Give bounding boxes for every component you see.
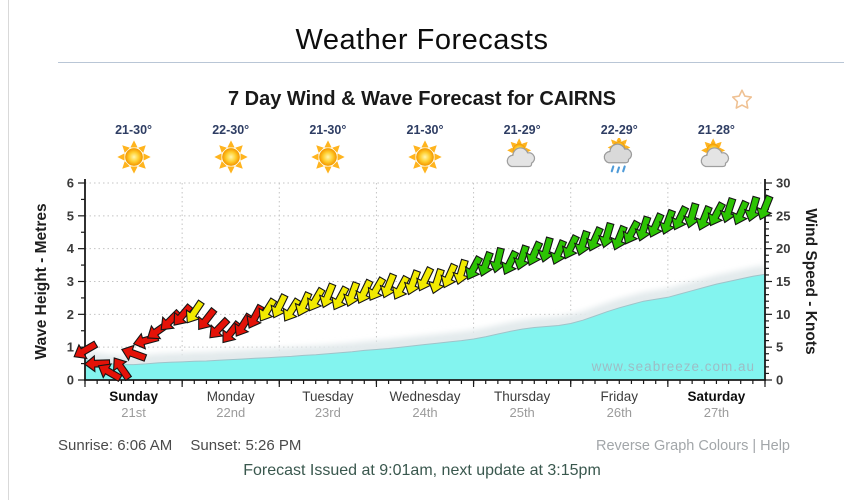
wind-axis-tick: 30	[776, 176, 790, 191]
temp-range: 21-30°	[280, 123, 376, 137]
forecast-chart: www.seabreeze.com.au 0 1 2 3 4 5 6 0 5 10 15 20 25 30 W…	[0, 175, 844, 425]
day-date: 24th	[412, 405, 437, 420]
forecast-issued-text: Forecast Issued at 9:01am, next update a…	[0, 462, 844, 480]
day-date: 21st	[121, 405, 146, 420]
temp-range: 21-29°	[474, 123, 570, 137]
sunset-value: 5:26 PM	[245, 437, 301, 454]
days-header: 21-30°22-30°21-30°21-30°21-29°22-29°21-2…	[0, 123, 844, 175]
wave-axis-tick: 6	[67, 176, 74, 191]
day-label: Thursday	[494, 389, 551, 404]
day-label: Friday	[601, 389, 639, 404]
day-date: 23rd	[315, 405, 341, 420]
wave-axis-tick: 0	[67, 373, 74, 388]
partly-cloudy-icon	[697, 138, 735, 176]
wind-axis-title: Wind Speed - Knots	[802, 208, 819, 354]
wind-axis-tick: 15	[776, 274, 790, 289]
watermark: www.seabreeze.com.au	[591, 359, 755, 374]
title-underline	[58, 62, 844, 63]
favorite-star-icon[interactable]	[729, 87, 755, 113]
day-label: Wednesday	[389, 389, 460, 404]
wave-axis-tick: 4	[67, 241, 75, 256]
temp-range: 21-28°	[668, 123, 764, 137]
temp-range: 21-30°	[86, 123, 182, 137]
temp-range: 22-30°	[183, 123, 279, 137]
chart-title: 7 Day Wind & Wave Forecast for CAIRNS	[0, 88, 844, 111]
wave-axis-tick: 2	[67, 307, 74, 322]
day-label: Monday	[207, 389, 255, 404]
sunrise-value: 6:06 AM	[117, 437, 172, 454]
temp-range: 22-29°	[571, 123, 667, 137]
sun-times: Sunrise: 6:06 AM Sunset: 5:26 PM	[58, 437, 315, 454]
sunrise-label: Sunrise:	[58, 437, 113, 454]
day-label: Saturday	[688, 389, 746, 404]
temp-range: 21-30°	[377, 123, 473, 137]
wind-axis-tick: 10	[776, 307, 790, 322]
rain-icon	[600, 138, 638, 176]
day-date: 26th	[607, 405, 632, 420]
day-date: 27th	[704, 405, 729, 420]
footer-links: Reverse Graph Colours | Help	[596, 438, 790, 454]
wind-axis-tick: 5	[776, 340, 783, 355]
wind-axis-tick: 25	[776, 208, 790, 223]
wind-axis-tick: 20	[776, 241, 790, 256]
sunny-icon	[309, 138, 347, 176]
day-label: Sunday	[109, 389, 158, 404]
reverse-graph-colours-link[interactable]: Reverse Graph Colours	[596, 438, 748, 454]
link-separator: |	[752, 438, 756, 454]
day-label: Tuesday	[302, 389, 354, 404]
sunny-icon	[406, 138, 444, 176]
weather-page: Weather Forecasts 7 Day Wind & Wave Fore…	[0, 0, 844, 500]
day-date: 25th	[509, 405, 534, 420]
help-link[interactable]: Help	[760, 438, 790, 454]
sunset-label: Sunset:	[190, 437, 241, 454]
sunny-icon	[115, 138, 153, 176]
wave-axis-title: Wave Height - Metres	[33, 203, 50, 359]
day-date: 22nd	[216, 405, 245, 420]
sunny-icon	[212, 138, 250, 176]
wave-axis-tick: 1	[67, 340, 74, 355]
partly-cloudy-icon	[503, 138, 541, 176]
wave-axis-tick: 5	[67, 208, 74, 223]
wave-axis-tick: 3	[67, 274, 74, 289]
wind-axis-tick: 0	[776, 373, 783, 388]
page-title: Weather Forecasts	[0, 24, 844, 57]
